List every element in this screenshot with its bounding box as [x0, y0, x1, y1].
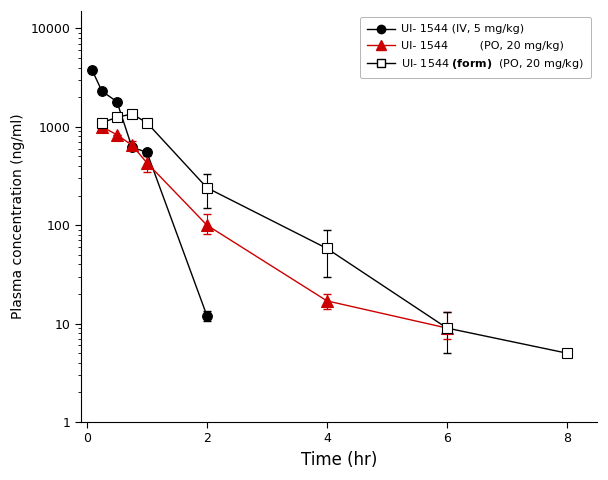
- Legend: UI- 1544 (IV, 5 mg/kg), UI- 1544         (PO, 20 mg/kg), UI- 1544 $\mathbf{(form: UI- 1544 (IV, 5 mg/kg), UI- 1544 (PO, 20…: [360, 17, 592, 78]
- X-axis label: Time (hr): Time (hr): [301, 451, 377, 469]
- Y-axis label: Plasma concentration (ng/ml): Plasma concentration (ng/ml): [11, 114, 25, 319]
